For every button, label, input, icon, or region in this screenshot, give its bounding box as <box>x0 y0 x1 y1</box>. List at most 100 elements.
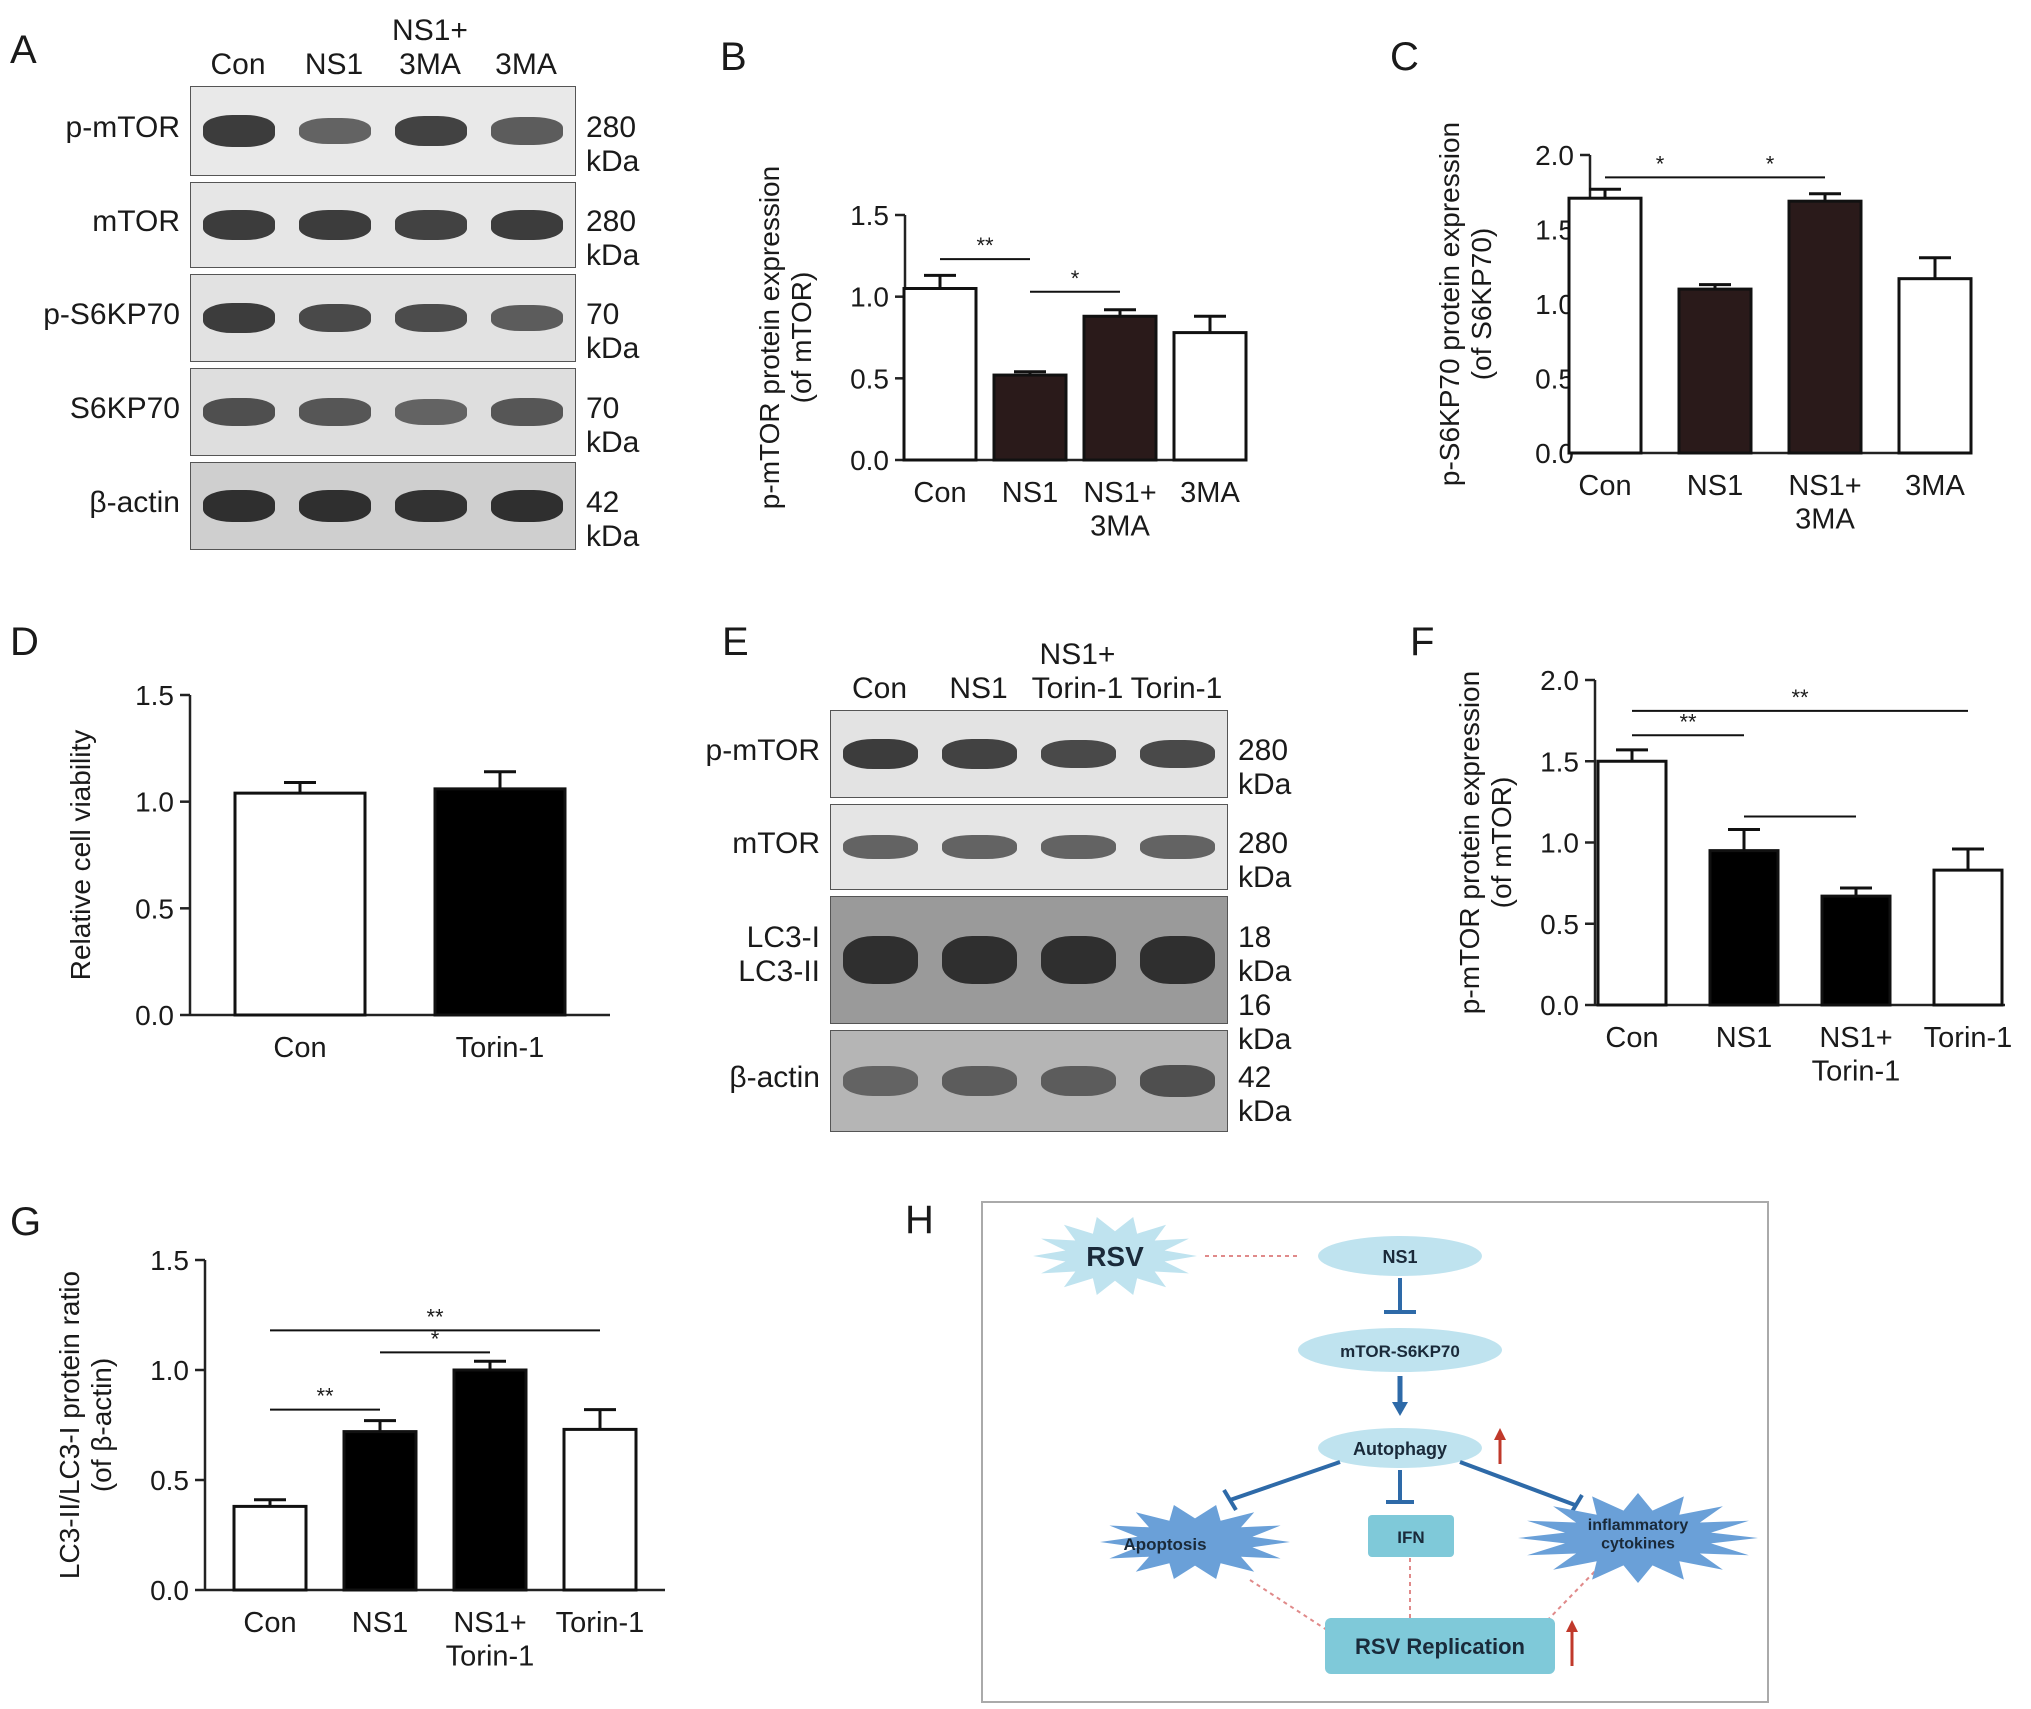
blot-row-label: p-mTOR <box>65 111 180 144</box>
mtor-node <box>1298 1328 1502 1372</box>
x-tick-label: NS1 <box>1687 470 1743 502</box>
lane-label: Torin-1 <box>1130 672 1223 705</box>
protein-band <box>298 398 372 426</box>
panel-label-a: A <box>10 28 37 72</box>
bar <box>1677 287 1753 455</box>
dotted-link <box>1539 1565 1601 1629</box>
protein-band <box>490 117 564 145</box>
protein-band <box>842 738 919 770</box>
bar <box>1596 759 1668 1007</box>
blot-row-label: β-actin <box>89 486 180 519</box>
blot-row-label: p-mTOR <box>705 734 820 767</box>
y-tick-label: 1.0 <box>850 282 889 313</box>
bar <box>992 373 1068 462</box>
protein-band <box>1139 834 1216 860</box>
panel-label-g: G <box>10 1200 42 1244</box>
x-tick-label: Torin-1 <box>556 1607 645 1639</box>
lane-label: NS1 <box>304 48 364 81</box>
blot-strip <box>190 274 576 362</box>
y-axis-label-group: p-mTOR protein expression (of mTOR) <box>754 166 817 509</box>
y-axis-label-group: Relative cell viability <box>65 730 96 981</box>
bar-chart-c: 0.00.51.01.52.0p-S6KP70 protein expressi… <box>1434 122 1973 535</box>
lane-label: 3MA <box>495 48 557 81</box>
significance-label: * <box>431 1326 440 1351</box>
blot-row-label: LC3-I LC3-II <box>738 921 820 988</box>
bar <box>452 1368 528 1592</box>
y-axis-label: (of β-actin) <box>86 1358 117 1492</box>
protein-band <box>202 302 276 334</box>
y-tick-label: 0.5 <box>1540 909 1579 940</box>
y-axis-label: p-mTOR protein expression <box>1454 671 1485 1014</box>
x-tick-label: Torin-1 <box>456 1032 545 1064</box>
x-tick-label: NS1+ 3MA <box>1083 477 1156 542</box>
inhibit-bar <box>1222 1488 1238 1512</box>
protein-band <box>298 117 372 145</box>
blot-strip <box>830 804 1228 890</box>
protein-band <box>941 1065 1018 1097</box>
lane-label: Con <box>851 672 908 705</box>
y-axis-label: p-mTOR protein expression <box>754 166 785 509</box>
y-tick-label: 0.0 <box>850 445 889 476</box>
y-tick-label: 0.0 <box>150 1575 189 1606</box>
protein-band <box>842 834 919 860</box>
significance-label: ** <box>426 1304 444 1329</box>
panel-label-e: E <box>722 620 749 664</box>
protein-band <box>298 489 372 523</box>
bar-chart-d: 0.0 0.5 1.0 1.5 Relative cell viability Con To… <box>65 680 610 1064</box>
x-tick-label: NS1+ 3MA <box>1788 470 1861 535</box>
x-tick-label: 3MA <box>1905 470 1965 502</box>
significance-label: ** <box>1791 685 1809 710</box>
panel-label-h: H <box>905 1198 934 1242</box>
up-arrow-head <box>1566 1620 1578 1632</box>
protein-band <box>1139 739 1216 769</box>
bar <box>1897 277 1973 455</box>
y-axis-label-group: p-mTOR protein expression (of mTOR) <box>1454 671 1517 1014</box>
protein-band <box>394 210 468 240</box>
bar <box>902 287 978 462</box>
significance-label: * <box>1656 151 1665 176</box>
bar-chart-f: 0.0 0.5 1.0 1.5 2.0 p-mTOR protein expression… <box>1454 665 2012 1087</box>
blot-strip <box>830 1030 1228 1132</box>
protein-band <box>490 210 564 240</box>
blot-strip <box>190 368 576 456</box>
y-tick-label: 1.5 <box>135 680 174 711</box>
blot-kda-label: 280 kDa <box>586 205 640 272</box>
mtor-label: mTOR-S6KP70 <box>1340 1342 1460 1361</box>
apoptosis-star <box>1100 1505 1290 1579</box>
y-axis-label: (of mTOR) <box>1486 777 1517 909</box>
y-axis-label: LC3-II/LC3-I protein ratio <box>54 1271 85 1579</box>
lane-label: NS1+ Torin-1 <box>1031 638 1124 705</box>
x-tick-label: NS1 <box>352 1607 408 1639</box>
bar <box>1820 894 1892 1007</box>
y-tick-label: 1.5 <box>1540 746 1579 777</box>
y-tick-label: 2.0 <box>1535 140 1574 171</box>
y-tick-label: 1.0 <box>135 787 174 818</box>
blot-kda-label: 280 kDa <box>1238 734 1292 801</box>
autophagy-label: Autophagy <box>1353 1439 1447 1459</box>
bar <box>1172 331 1248 462</box>
blot-kda-label: 70 kDa <box>586 392 640 459</box>
panel-label-f: F <box>1410 620 1435 664</box>
bar <box>1932 868 2004 1007</box>
protein-band <box>202 115 276 147</box>
blot-strip <box>830 896 1228 1024</box>
blot-kda-label: 42 kDa <box>1238 1061 1292 1128</box>
blot-row-label: mTOR <box>732 827 820 860</box>
up-arrow-head <box>1494 1428 1506 1440</box>
protein-band <box>1139 936 1216 984</box>
y-tick-label: 1.0 <box>1540 828 1579 859</box>
y-tick-label: 0.0 <box>135 1000 174 1031</box>
bar <box>233 791 367 1017</box>
significance-label: * <box>1766 151 1775 176</box>
significance-label: ** <box>976 233 994 258</box>
lane-label: Con <box>210 48 266 81</box>
protein-band <box>1040 739 1117 769</box>
y-axis-label: p-S6KP70 protein expression <box>1434 122 1465 486</box>
y-axis-label: (of S6KP70) <box>1466 228 1497 381</box>
lane-label: NS1+ 3MA <box>392 14 468 81</box>
protein-band <box>490 398 564 426</box>
protein-band <box>394 490 468 522</box>
blot-row-label: mTOR <box>92 205 180 238</box>
y-tick-label: 1.0 <box>150 1355 189 1386</box>
bar <box>1708 849 1780 1007</box>
